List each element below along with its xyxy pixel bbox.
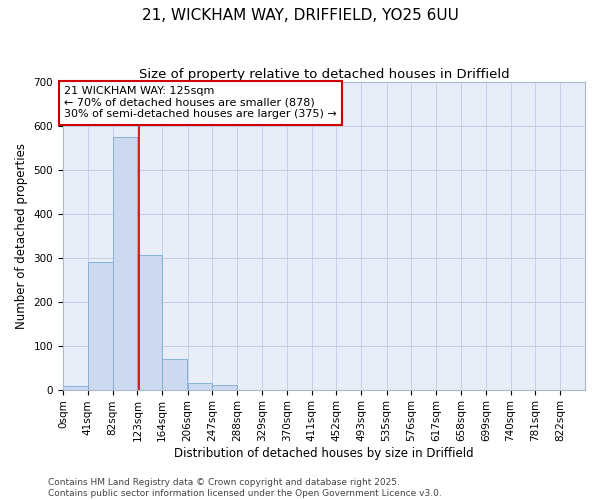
Bar — [188, 383, 212, 390]
Text: 21 WICKHAM WAY: 125sqm
← 70% of detached houses are smaller (878)
30% of semi-de: 21 WICKHAM WAY: 125sqm ← 70% of detached… — [64, 86, 337, 120]
Bar — [113, 136, 137, 390]
Bar — [162, 359, 187, 390]
Text: 21, WICKHAM WAY, DRIFFIELD, YO25 6UU: 21, WICKHAM WAY, DRIFFIELD, YO25 6UU — [142, 8, 458, 22]
Bar — [88, 262, 113, 390]
Y-axis label: Number of detached properties: Number of detached properties — [15, 142, 28, 328]
Bar — [137, 256, 162, 390]
Bar — [63, 386, 88, 390]
X-axis label: Distribution of detached houses by size in Driffield: Distribution of detached houses by size … — [174, 447, 474, 460]
Text: Contains HM Land Registry data © Crown copyright and database right 2025.
Contai: Contains HM Land Registry data © Crown c… — [48, 478, 442, 498]
Bar — [212, 385, 237, 390]
Title: Size of property relative to detached houses in Driffield: Size of property relative to detached ho… — [139, 68, 509, 80]
